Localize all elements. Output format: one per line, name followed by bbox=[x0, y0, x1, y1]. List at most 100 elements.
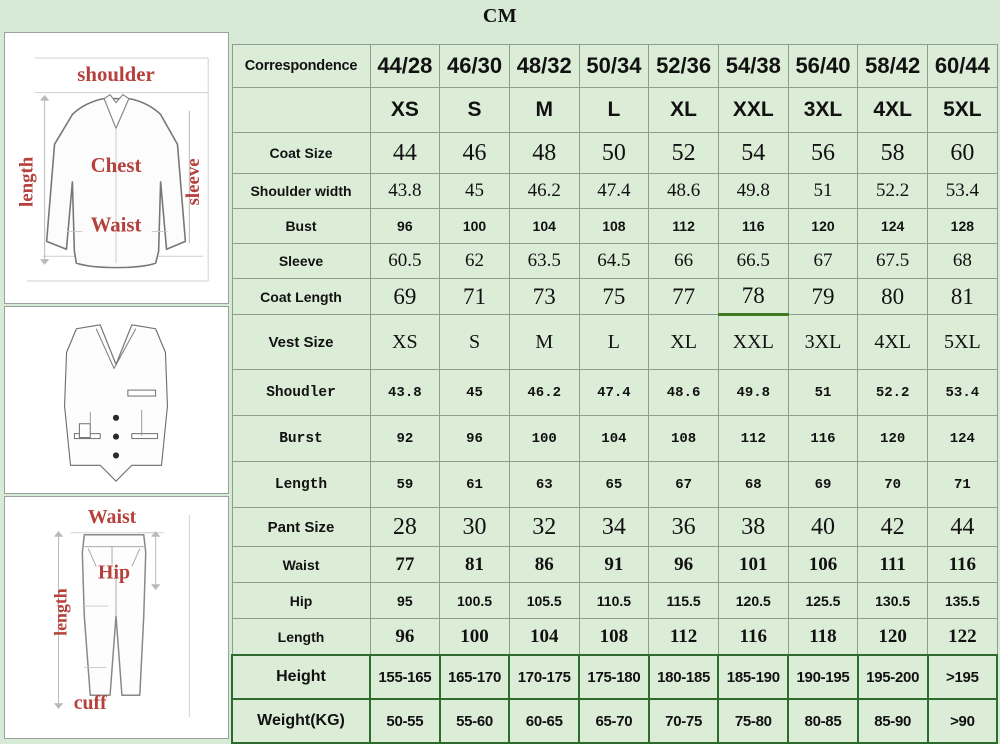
table-cell: 96 bbox=[369, 618, 441, 656]
table-cell: S bbox=[439, 314, 510, 370]
table-cell: 49.8 bbox=[717, 369, 789, 416]
illustration-column: shoulder length sleeve Chest Waist bbox=[4, 32, 229, 739]
table-cell: 73 bbox=[508, 278, 580, 315]
table-cell: 180-185 bbox=[647, 654, 720, 700]
table-cell: XL bbox=[648, 87, 719, 133]
row-coat-2-label: Bust bbox=[231, 208, 371, 244]
pant-label-hip: Hip bbox=[98, 561, 130, 583]
coat-label-waist: Waist bbox=[91, 212, 142, 236]
row-vest-2: Length 59 61 63 65 67 68 69 70 71 bbox=[231, 461, 998, 508]
table-cell: >195 bbox=[926, 654, 999, 700]
table-cell: 53.4 bbox=[927, 369, 998, 416]
pant-label-waist: Waist bbox=[88, 506, 137, 528]
page-title: CM bbox=[482, 5, 518, 27]
row-coat-0-label: Coat Size bbox=[231, 132, 371, 174]
table-cell: 125.5 bbox=[787, 582, 859, 619]
table-cell: 100 bbox=[439, 208, 510, 244]
row-vest-2-label: Length bbox=[231, 461, 371, 508]
table-cell: 81 bbox=[927, 278, 998, 315]
table-cell: 46.2 bbox=[508, 369, 580, 416]
table-cell: 85-90 bbox=[856, 698, 929, 744]
table-cell: 165-170 bbox=[438, 654, 511, 700]
row-vest-1: Burst 92 96 100 104 108 112 116 120 124 bbox=[231, 415, 998, 462]
table-cell: 112 bbox=[648, 208, 719, 244]
table-cell: 100 bbox=[439, 618, 510, 656]
coat-diagram: shoulder length sleeve Chest Waist bbox=[4, 32, 229, 304]
table-cell: 195-200 bbox=[856, 654, 929, 700]
table-cell: 175-180 bbox=[578, 654, 650, 700]
table-cell: 100.5 bbox=[439, 582, 510, 619]
pant-diagram: Waist length Hip cuff bbox=[4, 496, 229, 739]
table-cell: 95 bbox=[369, 582, 441, 619]
table-cell: 124 bbox=[927, 415, 998, 462]
row-vest-header-label: Vest Size bbox=[231, 314, 371, 370]
table-cell: 36 bbox=[648, 507, 719, 547]
table-cell: 46.2 bbox=[508, 173, 580, 209]
table-cell: 96 bbox=[369, 208, 441, 244]
table-cell: 70-75 bbox=[647, 698, 720, 744]
table-cell: 116 bbox=[927, 546, 998, 583]
table-cell: 53.4 bbox=[927, 173, 998, 209]
table-cell: 190-195 bbox=[787, 654, 859, 700]
table-cell: 81 bbox=[439, 546, 510, 583]
row-coat-3-label: Sleeve bbox=[231, 243, 371, 279]
table-cell: 56/40 bbox=[787, 44, 859, 88]
table-cell: 69 bbox=[787, 461, 859, 508]
table-cell: 34 bbox=[578, 507, 650, 547]
table-cell: M bbox=[508, 87, 580, 133]
row-coat-2: Bust 96 100 104 108 112 116 120 124 128 bbox=[231, 208, 998, 244]
table-cell: 104 bbox=[578, 415, 650, 462]
row-body-0: Height 155-165 165-170 170-175 175-180 180-18… bbox=[231, 654, 999, 700]
coat-label-shoulder: shoulder bbox=[77, 62, 154, 86]
table-cell: XXL bbox=[717, 313, 789, 370]
row-pant-header-label: Pant Size bbox=[231, 507, 371, 547]
table-cell: 54 bbox=[717, 132, 789, 174]
row-pant-2-label: Length bbox=[231, 618, 371, 656]
table-cell: 30 bbox=[439, 507, 510, 547]
table-cell: 115.5 bbox=[648, 582, 719, 619]
table-cell: 58/42 bbox=[857, 44, 928, 88]
table-cell: M bbox=[508, 314, 580, 370]
table-cell: 45 bbox=[439, 173, 510, 209]
table-cell: 67 bbox=[648, 461, 719, 508]
table-cell: 118 bbox=[787, 618, 859, 656]
table-cell: 48.6 bbox=[648, 369, 719, 416]
coat-label-chest: Chest bbox=[91, 153, 142, 177]
table-cell: 5XL bbox=[927, 87, 998, 133]
table-cell: 67.5 bbox=[857, 243, 928, 279]
table-cell: 63 bbox=[508, 461, 580, 508]
table-cell: 112 bbox=[648, 618, 719, 656]
table-cell: 130.5 bbox=[857, 582, 928, 619]
table-cell: 40 bbox=[787, 507, 859, 547]
table-cell: 104 bbox=[508, 618, 580, 656]
table-cell: S bbox=[439, 87, 510, 133]
table-cell: 4XL bbox=[857, 314, 928, 370]
row-coat-4-label: Coat Length bbox=[231, 278, 371, 315]
table-cell: 77 bbox=[369, 546, 441, 583]
table-cell: XS bbox=[369, 314, 441, 370]
table-cell: 48/32 bbox=[508, 44, 580, 88]
table-cell: 50 bbox=[578, 132, 650, 174]
row-pant-0: Waist 77 81 86 91 96 101 106 111 116 bbox=[231, 546, 998, 583]
table-cell: 5XL bbox=[927, 314, 998, 370]
table-cell: 116 bbox=[717, 618, 789, 656]
table-cell: 120.5 bbox=[717, 582, 789, 619]
row-body-1-label: Weight(KG) bbox=[231, 698, 371, 744]
table-cell: 50/34 bbox=[578, 44, 650, 88]
table-cell: 65 bbox=[578, 461, 650, 508]
table-cell: 63.5 bbox=[508, 243, 580, 279]
table-cell: 170-175 bbox=[508, 654, 581, 700]
table-cell: 67 bbox=[787, 243, 859, 279]
table-cell: 42 bbox=[857, 507, 928, 547]
table-cell: 66.5 bbox=[717, 243, 789, 279]
table-cell: 4XL bbox=[857, 87, 928, 133]
table-cell: 64.5 bbox=[578, 243, 650, 279]
table-cell: 122 bbox=[927, 618, 998, 656]
table-cell: 86 bbox=[508, 546, 580, 583]
table-cell: 60-65 bbox=[508, 698, 581, 744]
table-cell: 46 bbox=[439, 132, 510, 174]
table-cell: 61 bbox=[439, 461, 510, 508]
row-correspondence: Correspondence 44/28 46/30 48/32 50/34 52/36 5… bbox=[231, 44, 998, 88]
row-pant-2: Length 96 100 104 108 112 116 118 120 122 bbox=[231, 618, 998, 656]
